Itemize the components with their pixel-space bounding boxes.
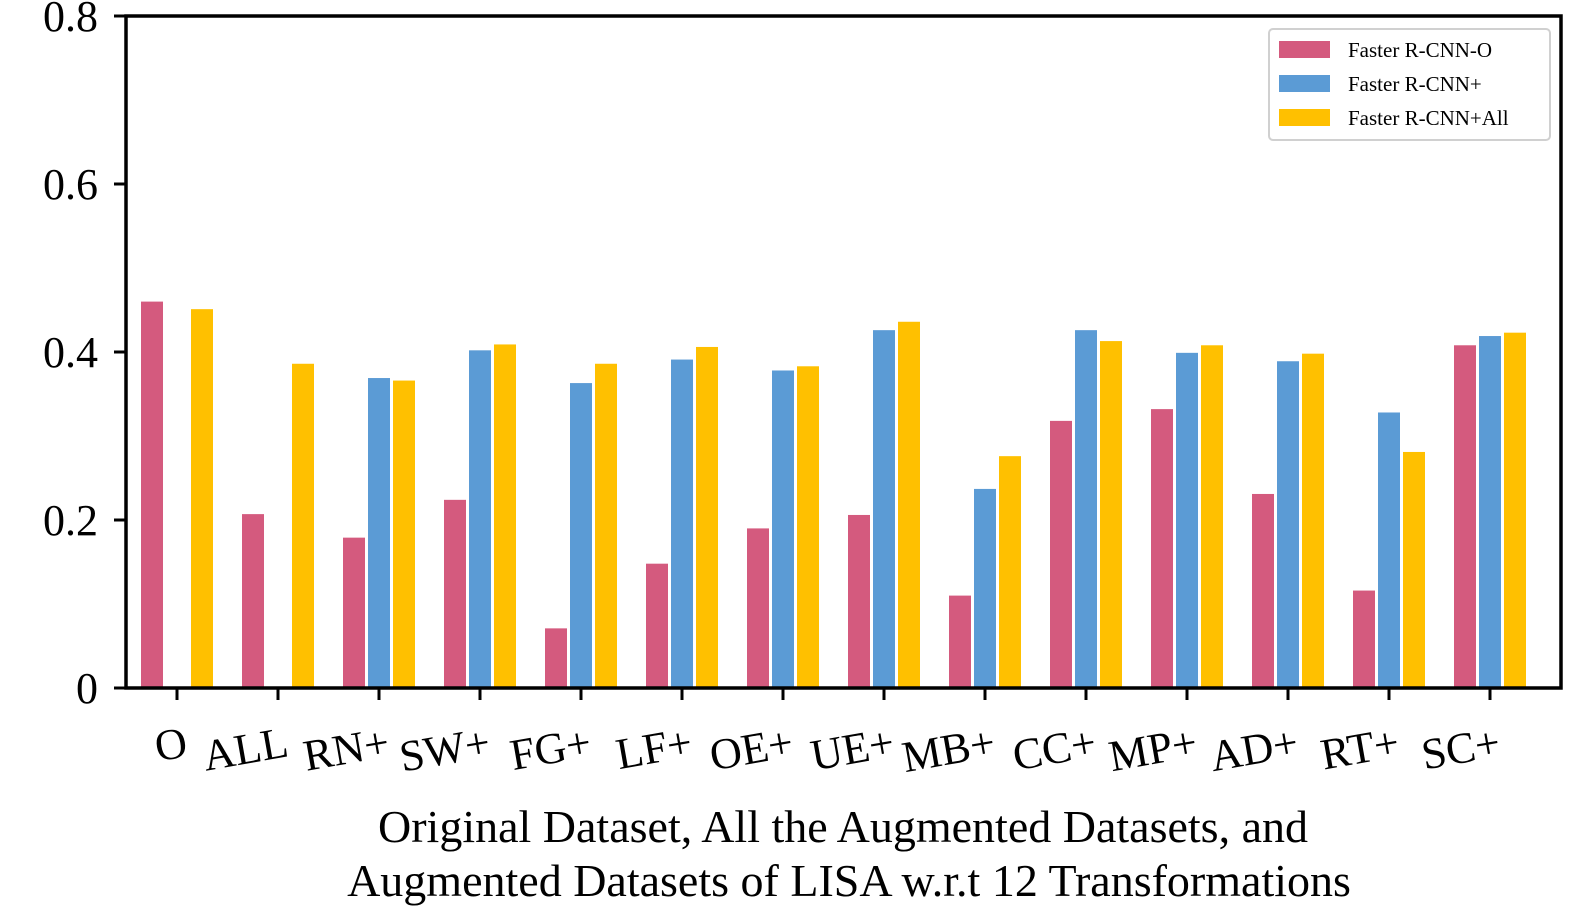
bar-cc-plus-series-1	[1075, 330, 1097, 688]
legend-label: Faster R-CNN-O	[1348, 38, 1492, 62]
bar-mb-plus-series-0	[949, 595, 971, 688]
legend-swatch	[1279, 41, 1330, 58]
bar-mb-plus-series-1	[974, 488, 996, 688]
y-ticks: 0 0.2 0.4 0.6 0.8	[43, 0, 126, 713]
bar-rn-plus-series-1	[368, 378, 390, 688]
bar-fg-plus-series-0	[545, 628, 567, 688]
legend-label: Faster R-CNN+All	[1348, 106, 1509, 130]
bar-lf-plus-series-0	[646, 563, 668, 688]
bar-sw-plus-series-0	[444, 499, 466, 688]
bar-fg-plus-series-1	[570, 383, 592, 688]
bar-mp-plus-series-0	[1151, 409, 1173, 688]
bar-ad-plus-series-2	[1302, 353, 1324, 688]
bar-mb-plus-series-2	[999, 456, 1021, 688]
bar-oe-plus-series-2	[797, 366, 819, 688]
bar-sw-plus-series-1	[469, 350, 491, 688]
bar-mp-plus-series-2	[1201, 345, 1223, 688]
bar-o-series-0	[141, 301, 163, 688]
bar-ad-plus-series-1	[1277, 361, 1299, 688]
legend-box	[1268, 28, 1551, 141]
bar-o-series-2	[191, 309, 213, 688]
x-axis-label-line-2: Augmented Datasets of LISA w.r.t 12 Tran…	[347, 855, 1351, 906]
y-tick-label: 0.8	[43, 0, 98, 41]
bar-sc-plus-series-2	[1504, 332, 1526, 688]
legend-swatch	[1279, 109, 1330, 126]
y-tick-label: 0	[76, 664, 98, 713]
bar-cc-plus-series-2	[1100, 341, 1122, 688]
bar-sc-plus-series-1	[1479, 336, 1501, 688]
bar-fg-plus-series-2	[595, 363, 617, 688]
x-axis-label: Original Dataset, All the Augmented Data…	[347, 801, 1351, 906]
bar-ue-plus-series-0	[848, 514, 870, 688]
bar-ad-plus-series-0	[1252, 493, 1274, 688]
legend: Faster R-CNN-O Faster R-CNN+ Faster R-CNN+…	[1268, 28, 1551, 141]
bar-ue-plus-series-2	[898, 321, 920, 688]
legend-swatch	[1279, 75, 1330, 92]
y-tick-label: 0.6	[43, 160, 98, 209]
y-tick-label: 0.4	[43, 328, 98, 377]
bar-all-series-2	[292, 363, 314, 688]
legend-label: Faster R-CNN+	[1348, 72, 1482, 96]
bar-rn-plus-series-0	[343, 537, 365, 688]
bar-rn-plus-series-2	[393, 380, 415, 688]
bar-mp-plus-series-1	[1176, 352, 1198, 688]
bar-sw-plus-series-2	[494, 344, 516, 688]
bar-oe-plus-series-1	[772, 370, 794, 688]
y-tick-label: 0.2	[43, 496, 98, 545]
bars-layer	[141, 301, 1526, 688]
bar-rt-plus-series-1	[1378, 412, 1400, 688]
bar-ue-plus-series-1	[873, 330, 895, 688]
bar-cc-plus-series-0	[1050, 420, 1072, 688]
bar-sc-plus-series-0	[1454, 345, 1476, 688]
bar-rt-plus-series-2	[1403, 451, 1425, 688]
bar-all-series-0	[242, 514, 264, 688]
bar-lf-plus-series-2	[696, 346, 718, 688]
bar-oe-plus-series-0	[747, 528, 769, 688]
x-axis-label-line-1: Original Dataset, All the Augmented Data…	[378, 801, 1308, 852]
bar-lf-plus-series-1	[671, 359, 693, 688]
bar-rt-plus-series-0	[1353, 590, 1375, 688]
